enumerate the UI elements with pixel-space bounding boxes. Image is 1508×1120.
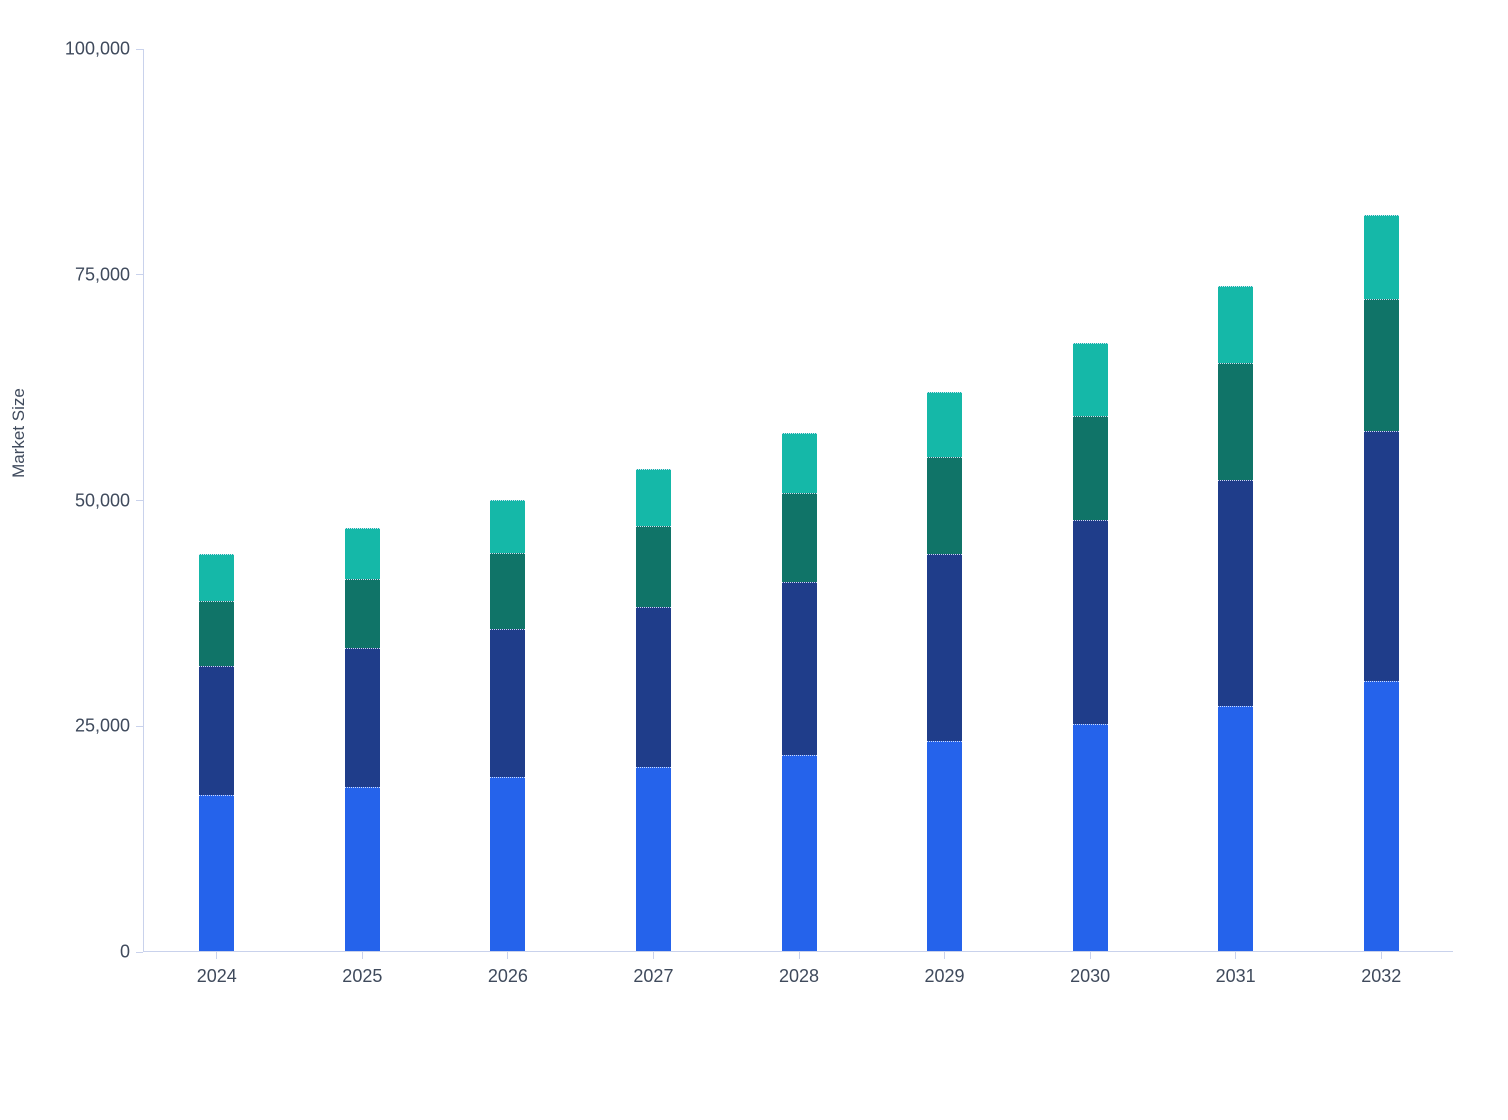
bar-segment-bottom-blue-2032[interactable] [1363,681,1399,951]
x-tick-label: 2026 [487,966,528,986]
bar-segment-dark-teal-2024[interactable] [199,600,235,666]
x-tick-label: 2025 [342,966,383,986]
y-tick-label: 75,000 [74,264,130,285]
x-tick-mark [1380,951,1382,959]
bar-segment-dark-teal-2025[interactable] [344,578,380,648]
x-tick-label: 2032 [1361,966,1402,986]
bar-segment-dark-teal-2026[interactable] [490,552,526,629]
bar-segment-dark-teal-2031[interactable] [1218,363,1254,480]
x-tick-mark [507,951,509,959]
bar-segment-bottom-blue-2028[interactable] [781,755,817,951]
y-tick-mark [136,48,143,50]
bar-segment-navy-2028[interactable] [781,581,817,756]
bar-2024 [199,553,235,951]
y-tick-mark [136,725,143,727]
x-tick-label: 2030 [1070,966,1111,986]
x-tick-label: 2024 [196,966,237,986]
bar-segment-navy-2026[interactable] [490,628,526,777]
bar-segment-dark-teal-2032[interactable] [1363,299,1399,431]
bar-segment-light-teal-2024[interactable] [199,553,235,601]
bar-2025 [344,527,380,951]
bar-segment-navy-2024[interactable] [199,665,235,795]
x-tick-mark [216,951,218,959]
bar-segment-dark-teal-2027[interactable] [635,525,671,607]
bar-segment-bottom-blue-2026[interactable] [490,776,526,951]
bar-segment-light-teal-2032[interactable] [1363,215,1399,300]
bar-segment-light-teal-2027[interactable] [635,468,671,526]
y-tick-label: 100,000 [64,38,130,59]
plot-area: 0 25,000 50,000 75,000 100,000 2024 2025 2026 2… [65,39,1453,986]
bar-segment-light-teal-2030[interactable] [1072,343,1108,416]
y-tick-mark [136,500,143,501]
bar-2029 [927,392,963,951]
bar-segment-dark-teal-2029[interactable] [927,457,963,554]
x-tick-label: 2031 [1215,966,1256,986]
bar-segment-light-teal-2029[interactable] [927,392,963,458]
x-tick-label: 2029 [924,966,965,986]
x-tick-mark [652,951,654,959]
bar-segment-light-teal-2026[interactable] [490,499,526,553]
x-tick-mark [798,951,800,959]
x-tick-mark [361,951,363,959]
bar-2026 [490,499,526,951]
bar-segment-dark-teal-2028[interactable] [781,493,817,582]
bar-segment-navy-2032[interactable] [1363,430,1399,682]
bar-segment-light-teal-2031[interactable] [1218,285,1254,364]
bar-segment-bottom-blue-2027[interactable] [635,766,671,951]
bar-segment-bottom-blue-2030[interactable] [1072,724,1108,951]
bar-segment-navy-2030[interactable] [1072,520,1108,725]
bar-2032 [1363,215,1399,951]
bar-segment-bottom-blue-2031[interactable] [1218,706,1254,951]
bar-segment-bottom-blue-2029[interactable] [927,740,963,951]
x-tick-mark [1089,951,1091,959]
bar-segment-navy-2027[interactable] [635,606,671,767]
bar-segment-light-teal-2028[interactable] [781,432,817,494]
y-tick-label: 0 [119,941,130,962]
bar-2031 [1218,285,1254,951]
bar-segment-bottom-blue-2025[interactable] [344,786,380,951]
y-tick-label: 50,000 [74,490,130,510]
x-tick-label: 2028 [778,966,820,986]
bar-segment-dark-teal-2030[interactable] [1072,415,1108,521]
bar-segment-navy-2031[interactable] [1218,479,1254,707]
y-tick-mark [136,274,143,276]
bar-2028 [781,432,817,951]
y-axis-title: Market Size [9,388,28,478]
bar-segment-light-teal-2025[interactable] [344,527,380,579]
y-tick-mark [136,951,143,953]
x-tick-mark [944,951,946,959]
bar-2030 [1072,343,1108,951]
bar-segment-bottom-blue-2024[interactable] [199,794,235,951]
x-tick-mark [1235,951,1237,959]
bar-segment-navy-2025[interactable] [344,647,380,787]
bar-segment-navy-2029[interactable] [927,553,963,741]
y-tick-label: 25,000 [74,715,130,736]
x-tick-label: 2027 [633,966,674,986]
bar-2027 [635,468,671,951]
